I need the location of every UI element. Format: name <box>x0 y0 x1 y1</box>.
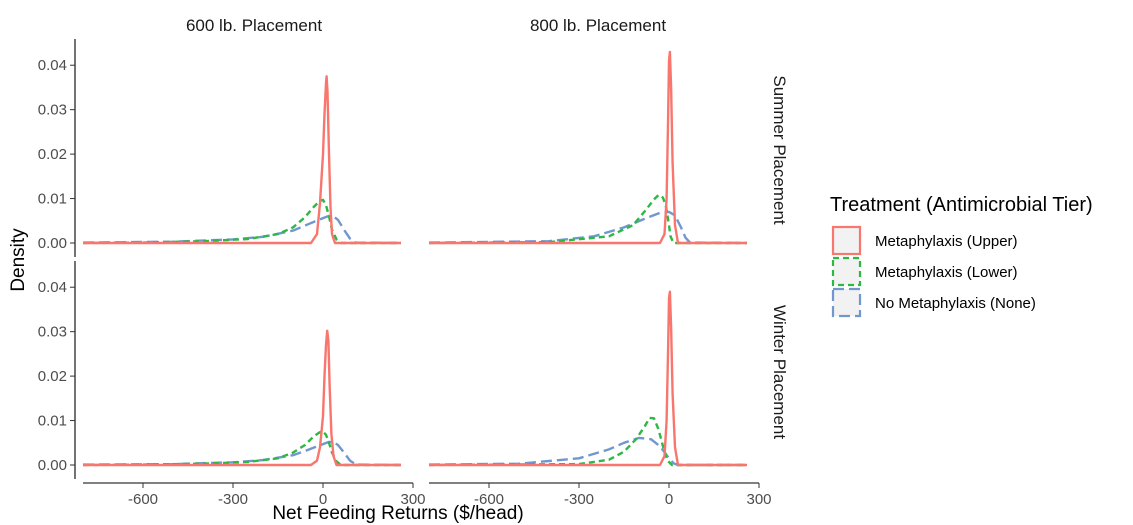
density-line-upper-panel-2 <box>83 329 401 467</box>
x-tick-label: 0 <box>319 491 327 508</box>
y-axis-title: Density <box>8 228 29 292</box>
row-strip-summer: Summer Placement <box>770 75 789 225</box>
legend-label-upper: Metaphylaxis (Upper) <box>875 233 1018 250</box>
density-line-lower-panel-3 <box>428 416 747 467</box>
y-tick-label: 0.01 <box>38 191 67 208</box>
density-line-none-panel-0 <box>82 214 402 245</box>
density-line-none-panel-3 <box>428 436 747 467</box>
y-tick-label: 0.02 <box>38 146 67 163</box>
y-tick-label: 0.01 <box>38 413 67 430</box>
legend-label-lower: Metaphylaxis (Lower) <box>875 264 1018 281</box>
legend-key-2 <box>831 287 862 318</box>
density-line-none-panel-2 <box>82 440 402 467</box>
x-tick-label: -600 <box>474 491 504 508</box>
y-tick-label: 0.02 <box>38 368 67 385</box>
x-tick-label: -600 <box>128 491 158 508</box>
x-tick-label: 0 <box>665 491 673 508</box>
density-line-none-panel-1 <box>428 210 748 245</box>
y-tick-label: 0.00 <box>38 235 67 252</box>
x-tick-label: 300 <box>746 491 771 508</box>
x-tick-label: 300 <box>400 491 425 508</box>
x-axis-title: Net Feeding Returns ($/head) <box>272 503 523 524</box>
density-line-upper-panel-0 <box>83 75 401 245</box>
y-tick-label: 0.03 <box>38 102 67 119</box>
density-line-upper-panel-1 <box>429 50 747 245</box>
chart-marks: 0.00 0.01 0.02 0.03 0.04 0.00 0.01 0.02 0.03 0.04… <box>38 39 862 508</box>
col-strip-600lb: 600 lb. Placement <box>186 16 322 35</box>
col-strip-800lb: 800 lb. Placement <box>530 16 666 35</box>
x-tick-label: -300 <box>564 491 594 508</box>
legend-label-none: No Metaphylaxis (None) <box>875 295 1036 312</box>
density-line-lower-panel-0 <box>82 198 401 245</box>
legend-title: Treatment (Antimicrobial Tier) <box>830 194 1093 216</box>
row-strip-winter: Winter Placement <box>770 305 789 439</box>
density-line-lower-panel-1 <box>428 193 747 245</box>
legend-key-0 <box>831 225 862 256</box>
y-tick-label: 0.04 <box>38 279 67 296</box>
x-tick-label: -300 <box>218 491 248 508</box>
density-line-upper-panel-3 <box>429 290 747 467</box>
legend-key-1 <box>831 256 862 287</box>
density-line-lower-panel-2 <box>82 430 401 467</box>
y-tick-label: 0.00 <box>38 457 67 474</box>
y-tick-label: 0.03 <box>38 324 67 341</box>
y-tick-label: 0.04 <box>38 57 67 74</box>
